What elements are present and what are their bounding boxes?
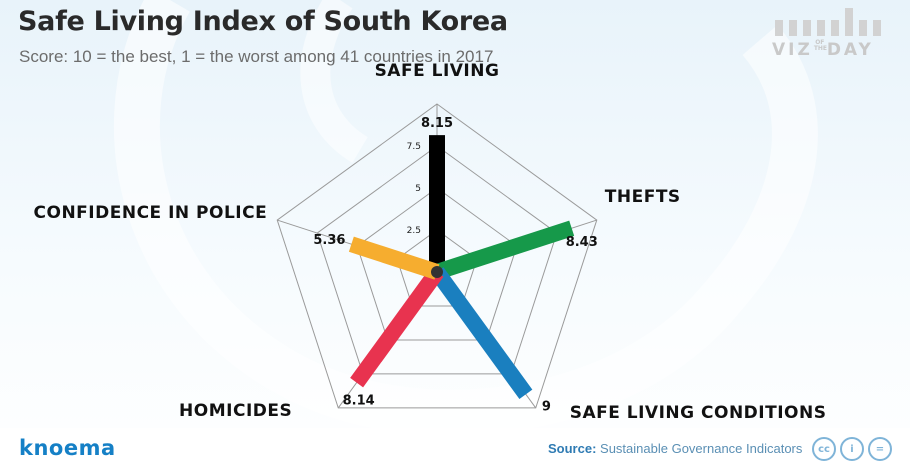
axis-label: SAFE LIVING CONDITIONS: [570, 403, 827, 423]
viz-of-the-day-logo[interactable]: VIZ OF THEDAY: [772, 39, 896, 61]
license-icons: cc i =: [812, 437, 892, 461]
axis-label: SAFE LIVING: [375, 61, 500, 81]
grid-ring: [356, 187, 518, 341]
radar-chart: 2.5 5 7.5 8.15 8.43 9 8.14 5.36 SAFE LIVING THE…: [34, 61, 827, 423]
axis-label: THEFTS: [605, 187, 681, 207]
radar-bars: [348, 135, 575, 400]
value-label: 8.43: [566, 235, 598, 250]
radar-tick-labels: 2.5 5 7.5: [407, 142, 421, 236]
bar-homicides: [350, 267, 444, 388]
source-text: Sustainable Governance Indicators: [600, 441, 803, 456]
tick-label: 7.5: [407, 142, 421, 152]
footer-bar: [0, 428, 910, 476]
radar-hub: [431, 266, 443, 278]
bar-thefts: [434, 220, 575, 280]
tick-label: 5: [415, 184, 421, 194]
no-derivatives-icon[interactable]: =: [868, 437, 892, 461]
knoema-logo[interactable]: knoema: [19, 436, 116, 460]
grid-ring: [276, 103, 598, 409]
tick-label: 2.5: [407, 226, 421, 236]
grid-ring: [316, 145, 558, 375]
cc-icon[interactable]: cc: [812, 437, 836, 461]
axis-label: HOMICIDES: [179, 401, 292, 421]
source-label: Source:: [548, 441, 597, 456]
value-label: 9: [542, 399, 551, 414]
bar-safe-living-conditions: [430, 267, 533, 400]
chart-title: Safe Living Index of South Korea: [18, 6, 508, 37]
attribution-icon[interactable]: i: [840, 437, 864, 461]
bar-confidence-in-police: [348, 236, 440, 280]
value-label: 8.15: [421, 116, 453, 131]
value-label: 8.14: [343, 394, 375, 409]
viz-text-part2: DAY: [826, 40, 874, 60]
source-note: Source: Sustainable Governance Indicator…: [548, 441, 802, 456]
axis-label: CONFIDENCE IN POLICE: [34, 203, 268, 223]
viz-of-the-day-bars-icon: [775, 8, 881, 36]
chart-subtitle: Score: 10 = the best, 1 = the worst amon…: [19, 47, 494, 66]
radar-value-labels: 8.15 8.43 9 8.14 5.36: [313, 116, 597, 414]
viz-text-part1: VIZ: [772, 40, 813, 60]
value-label: 5.36: [313, 233, 345, 248]
viz-text-of-the: OF THE: [813, 39, 828, 52]
radar-axis-labels: SAFE LIVING THEFTS SAFE LIVING CONDITIONS H…: [34, 61, 827, 423]
